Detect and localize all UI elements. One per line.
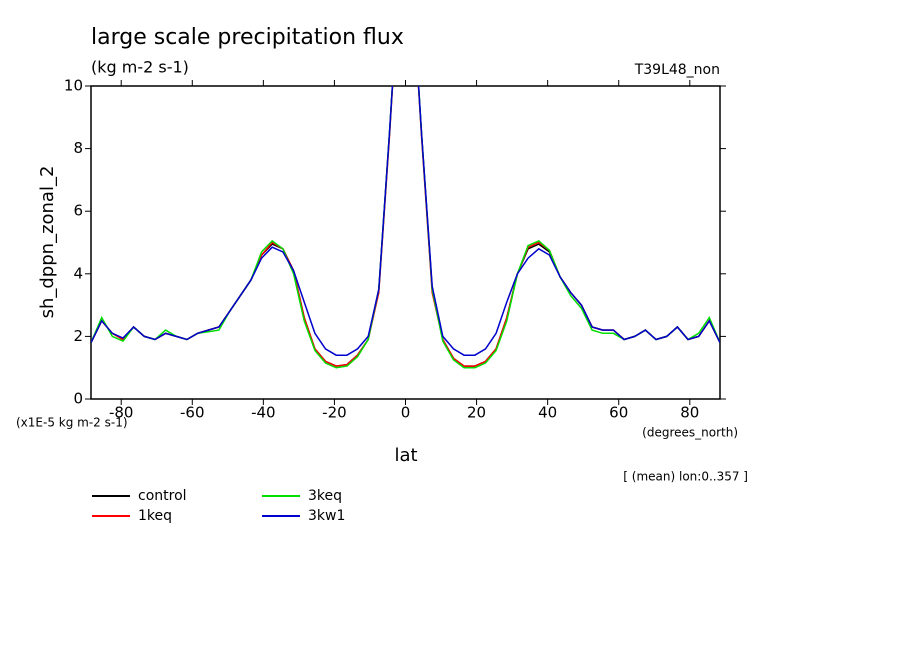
series-line xyxy=(91,86,720,356)
y-tick-label: 6 xyxy=(73,202,83,220)
chart-subtitle: (kg m-2 s-1) xyxy=(91,58,189,77)
series-line xyxy=(91,86,720,367)
legend-label: 1keq xyxy=(138,508,172,524)
y-tick-label: 2 xyxy=(73,327,83,345)
y-units: (x1E-5 kg m-2 s-1) xyxy=(16,416,128,430)
x-axis-label: lat xyxy=(394,445,417,466)
x-tick-label: -80 xyxy=(109,404,134,422)
x-tick-label: -40 xyxy=(251,404,276,422)
y-tick-label: 4 xyxy=(73,264,83,282)
y-tick-label: 10 xyxy=(64,77,83,95)
legend-label: 3kw1 xyxy=(308,508,345,524)
run-label: T39L48_non xyxy=(634,62,720,78)
series-line xyxy=(91,86,720,369)
x-tick-label: 60 xyxy=(609,404,628,422)
y-tick-label: 8 xyxy=(73,139,83,157)
x-tick-label: 40 xyxy=(538,404,557,422)
legend-label: 3keq xyxy=(308,488,342,504)
y-tick-label: 0 xyxy=(73,390,83,408)
chart-title: large scale precipitation flux xyxy=(91,25,404,50)
x-tick-label: 20 xyxy=(467,404,486,422)
x-tick-label: 0 xyxy=(401,404,411,422)
x-tick-label: -60 xyxy=(180,404,205,422)
x-tick-label: 80 xyxy=(680,404,699,422)
y-axis-label: sh_dppn_zonal_2 xyxy=(37,166,58,319)
legend-label: control xyxy=(138,488,187,504)
x-tick-label: -20 xyxy=(322,404,347,422)
note: [ (mean) lon:0..357 ] xyxy=(623,470,748,484)
x-units: (degrees_north) xyxy=(642,426,738,440)
series-line xyxy=(91,86,720,367)
plot-frame xyxy=(90,85,721,400)
